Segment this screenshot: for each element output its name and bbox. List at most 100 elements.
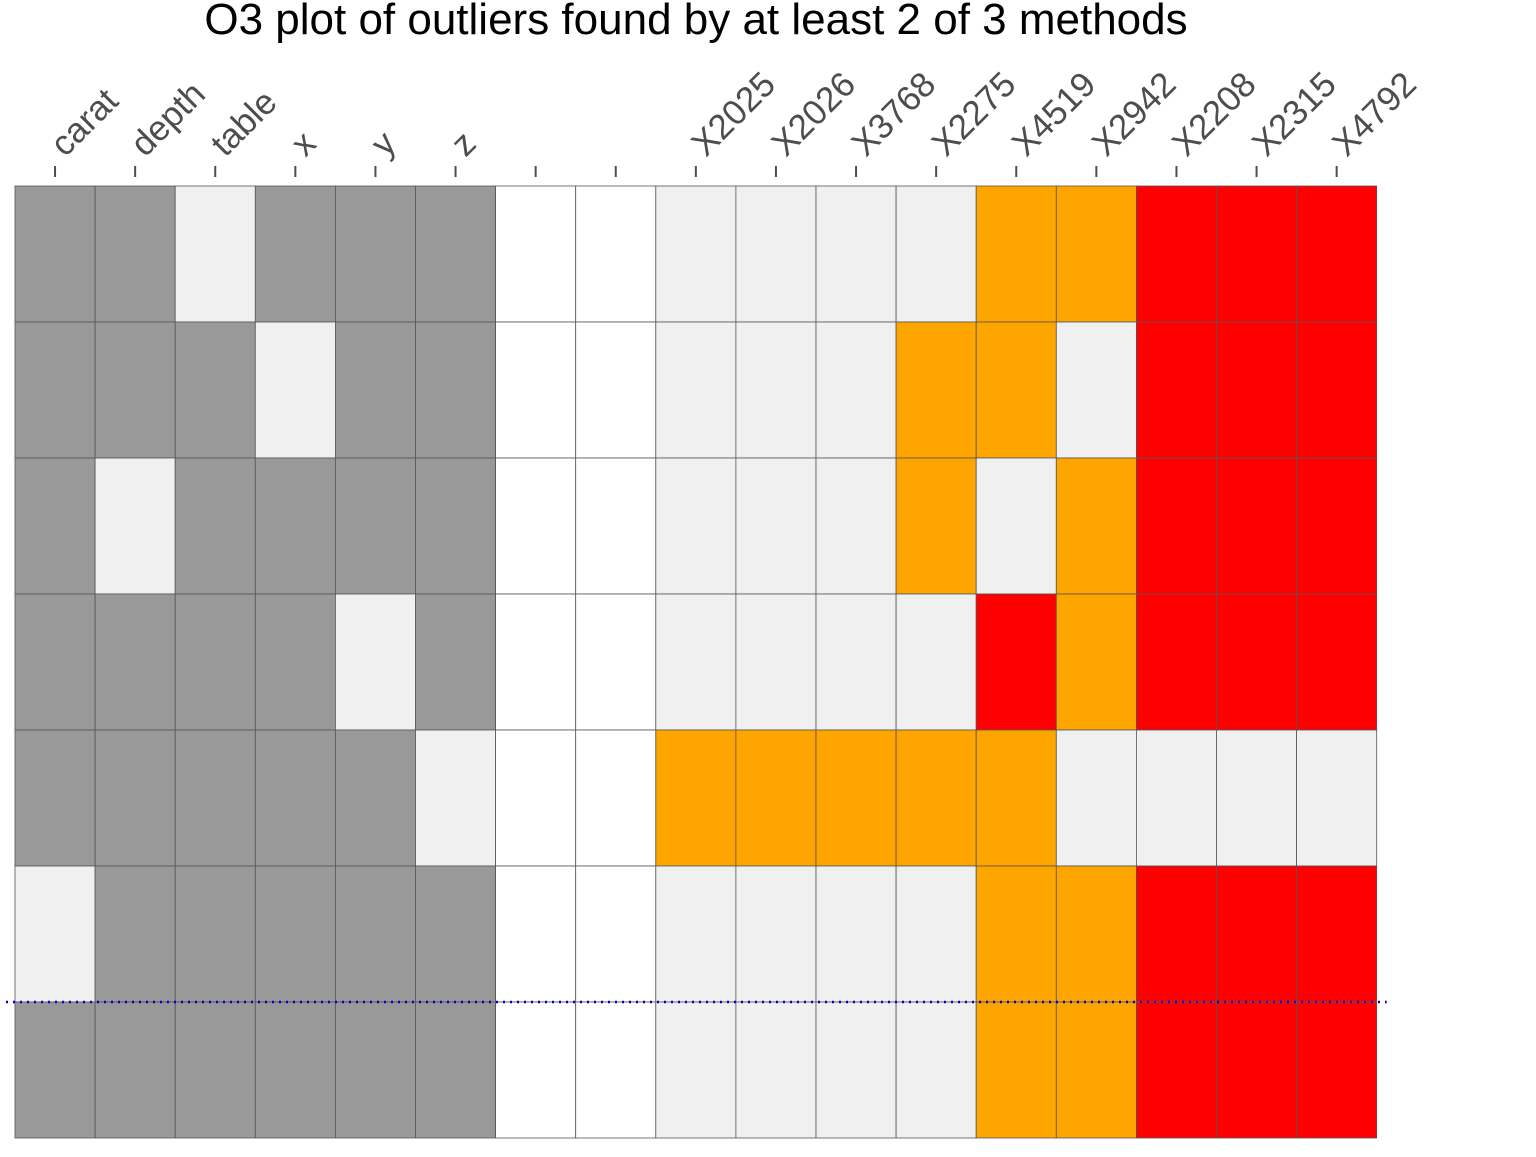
cell-r6-blank-6 xyxy=(495,865,577,1003)
cell-r3-depth xyxy=(94,457,176,595)
cell-r6-x2315 xyxy=(1216,865,1297,1003)
column-label-x2025: X2025 xyxy=(684,65,783,164)
cell-r7-x xyxy=(254,1001,336,1139)
cell-r6-x2275 xyxy=(895,865,977,1003)
cell-r1-x xyxy=(254,185,336,323)
column-label-table: table xyxy=(203,82,284,163)
cell-r4-x2315 xyxy=(1216,593,1297,731)
cell-r2-x2025 xyxy=(655,321,737,459)
cell-r3-y xyxy=(334,457,416,595)
cell-r6-x2025 xyxy=(655,865,737,1003)
cell-r7-carat xyxy=(14,1001,96,1139)
cell-r3-blank-7 xyxy=(575,457,657,595)
cell-r6-x4792 xyxy=(1296,865,1378,1003)
cell-r3-x xyxy=(254,457,336,595)
cell-r6-x2942 xyxy=(1055,865,1137,1003)
cell-r7-x2208 xyxy=(1136,1001,1217,1139)
cell-r7-z xyxy=(415,1001,496,1139)
cell-r4-blank-6 xyxy=(495,593,577,731)
cell-r5-x2315 xyxy=(1216,729,1297,867)
cell-r4-depth xyxy=(94,593,176,731)
cell-r4-x2942 xyxy=(1055,593,1137,731)
cell-r4-x2208 xyxy=(1136,593,1217,731)
cell-r7-x2315 xyxy=(1216,1001,1297,1139)
cell-r7-x4792 xyxy=(1296,1001,1378,1139)
cell-r3-blank-6 xyxy=(495,457,577,595)
cell-r6-depth xyxy=(94,865,176,1003)
cell-r6-blank-7 xyxy=(575,865,657,1003)
cell-r1-x4792 xyxy=(1296,185,1378,323)
cell-r6-x3768 xyxy=(815,865,897,1003)
cell-r6-x4519 xyxy=(975,865,1057,1003)
cell-r2-x4792 xyxy=(1296,321,1378,459)
cell-r5-x2942 xyxy=(1055,729,1137,867)
column-label-depth: depth xyxy=(123,74,213,164)
cell-r7-x3768 xyxy=(815,1001,897,1139)
cell-r2-blank-7 xyxy=(575,321,657,459)
cell-r2-x2315 xyxy=(1216,321,1297,459)
cell-r7-x2025 xyxy=(655,1001,737,1139)
column-label-z: z xyxy=(444,124,484,164)
column-label-x2275: X2275 xyxy=(924,65,1023,164)
cell-r2-y xyxy=(334,321,416,459)
cell-r4-y xyxy=(334,593,416,731)
cell-r1-x4519 xyxy=(975,185,1057,323)
cell-r7-x2026 xyxy=(735,1001,817,1139)
cell-r5-x2026 xyxy=(735,729,817,867)
cell-r2-x xyxy=(254,321,336,459)
cell-r2-x2026 xyxy=(735,321,817,459)
cell-r7-depth xyxy=(94,1001,176,1139)
cell-r3-x3768 xyxy=(815,457,897,595)
cell-r4-x4519 xyxy=(975,593,1057,731)
cell-r6-x2208 xyxy=(1136,865,1217,1003)
column-label-x2208: X2208 xyxy=(1165,65,1264,164)
cell-r1-x2942 xyxy=(1055,185,1137,323)
cell-r6-table xyxy=(174,865,256,1003)
column-label-x4792: X4792 xyxy=(1325,65,1424,164)
cell-r3-x2275 xyxy=(895,457,977,595)
cell-r7-blank-6 xyxy=(495,1001,577,1139)
cell-r4-z xyxy=(415,593,496,731)
cell-r4-blank-7 xyxy=(575,593,657,731)
chart-title: O3 plot of outliers found by at least 2 … xyxy=(204,0,1187,44)
cell-r1-x2026 xyxy=(735,185,817,323)
cell-r7-blank-7 xyxy=(575,1001,657,1139)
cell-r1-x2315 xyxy=(1216,185,1297,323)
cell-r3-x4792 xyxy=(1296,457,1378,595)
cell-r7-x4519 xyxy=(975,1001,1057,1139)
cell-r2-blank-6 xyxy=(495,321,577,459)
cell-r5-y xyxy=(334,729,416,867)
column-label-x4519: X4519 xyxy=(1004,65,1103,164)
cell-r4-x4792 xyxy=(1296,593,1378,731)
cell-r5-x2208 xyxy=(1136,729,1217,867)
cell-r5-z xyxy=(415,729,496,867)
heatmap-cells xyxy=(14,185,1378,1139)
cell-r7-x2942 xyxy=(1055,1001,1137,1139)
column-label-x2942: X2942 xyxy=(1084,65,1183,164)
cell-r1-x3768 xyxy=(815,185,897,323)
column-label-x3768: X3768 xyxy=(844,65,943,164)
cell-r5-x3768 xyxy=(815,729,897,867)
cell-r1-depth xyxy=(94,185,176,323)
cell-r1-y xyxy=(334,185,416,323)
cell-r5-x4792 xyxy=(1296,729,1378,867)
cell-r7-y xyxy=(334,1001,416,1139)
cell-r5-x4519 xyxy=(975,729,1057,867)
cell-r3-z xyxy=(415,457,496,595)
cell-r1-x2208 xyxy=(1136,185,1217,323)
cell-r4-x2025 xyxy=(655,593,737,731)
cell-r3-x2025 xyxy=(655,457,737,595)
cell-r3-carat xyxy=(14,457,96,595)
cell-r3-x2026 xyxy=(735,457,817,595)
cell-r6-z xyxy=(415,865,496,1003)
cell-r1-x2025 xyxy=(655,185,737,323)
cell-r2-z xyxy=(415,321,496,459)
cell-r6-x2026 xyxy=(735,865,817,1003)
cell-r3-x2942 xyxy=(1055,457,1137,595)
cell-r5-x xyxy=(254,729,336,867)
cell-r1-blank-7 xyxy=(575,185,657,323)
cell-r1-z xyxy=(415,185,496,323)
cell-r2-table xyxy=(174,321,256,459)
column-label-carat: carat xyxy=(43,81,126,164)
